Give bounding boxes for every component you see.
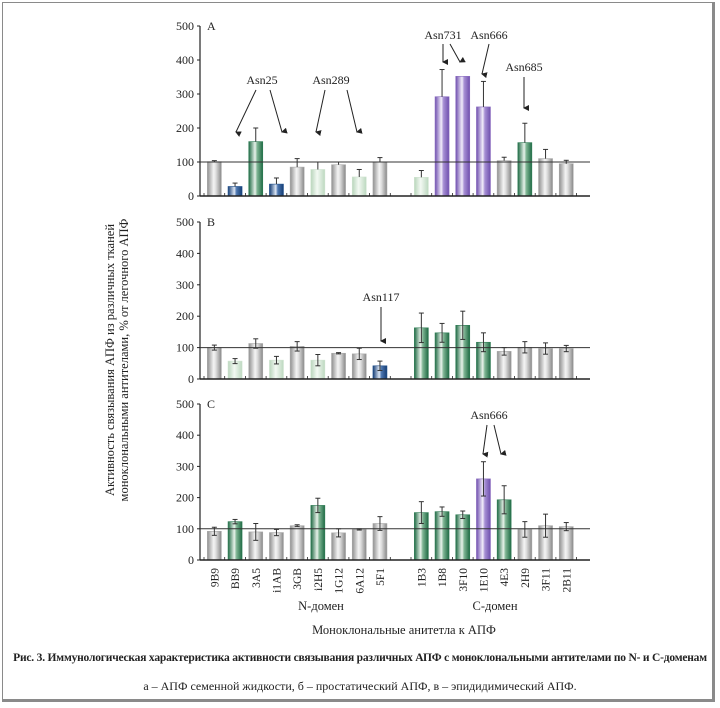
- y-tick-label: 500: [176, 19, 194, 33]
- annotation-label: Asn289: [312, 73, 349, 87]
- bar-4E3: [496, 160, 512, 197]
- y-tick-label: 300: [176, 87, 194, 101]
- x-tick-label-i1AB: i1AB: [271, 568, 283, 593]
- bar-3A5: [248, 343, 264, 380]
- panel-label: C: [207, 397, 215, 411]
- x-tick-label-3F10: 3F10: [458, 568, 470, 592]
- bar-2H9: [517, 142, 533, 197]
- annotation-arrow: [235, 89, 257, 137]
- bar-3A5: [248, 141, 264, 197]
- bar-6A12: [351, 529, 367, 561]
- bar-1G12: [331, 352, 346, 380]
- figure-frame: [2, 2, 715, 702]
- chart-panel-b: 0 100 200 300 400 500 B Asn117: [176, 215, 590, 386]
- chart-panel-a: 0 100 200 300 400 500 A Asn25 Asn289 Asn731 Asn666…: [176, 19, 590, 203]
- bar-2B11: [558, 163, 574, 197]
- y-tick-label: 400: [176, 53, 194, 67]
- annotation-label: Asn117: [363, 290, 400, 304]
- x-tick-label-6A12: 6A12: [354, 568, 366, 594]
- y-tick-label: 100: [176, 341, 194, 355]
- y-tick-label: 300: [176, 459, 194, 473]
- bar-1G12: [331, 164, 346, 197]
- x-tick-label-2H9: 2H9: [520, 568, 532, 588]
- bar-i2H5: [310, 505, 326, 561]
- x-tick-label-3F11: 3F11: [541, 568, 553, 591]
- x-tick-label-1B3: 1B3: [416, 568, 428, 587]
- annotation-label: Asn666: [470, 28, 507, 42]
- x-tick-label-1B8: 1B8: [437, 568, 449, 587]
- y-tick-label: 100: [176, 522, 194, 536]
- bar-2B11: [558, 348, 574, 380]
- annotation-label: Asn666: [470, 408, 507, 422]
- x-tick-label-2B11: 2B11: [561, 568, 573, 593]
- bar-i1AB: [269, 532, 284, 561]
- y-tick-label: 0: [188, 189, 194, 203]
- y-tick-label: 300: [176, 278, 194, 292]
- panel-label: B: [207, 215, 215, 229]
- x-tick-label-4E3: 4E3: [499, 568, 511, 587]
- x-tick-label-1G12: 1G12: [334, 568, 346, 594]
- figure-caption-title: Рис. 3. Иммунологическая характеристика …: [13, 652, 707, 664]
- y-tick-label: 100: [176, 155, 194, 169]
- y-tick-label: 200: [176, 491, 194, 505]
- bar-9B9: [207, 347, 222, 380]
- x-tick-label-5F1: 5F1: [375, 568, 387, 586]
- group-label-c-domain: С-домен: [472, 599, 517, 613]
- bar-3F11: [538, 158, 553, 197]
- group-label-n-domain: N-домен: [298, 599, 344, 613]
- y-tick-label: 0: [188, 553, 194, 567]
- chart-panel-c: 0 100 200 300 400 500 C Asn666 9B9 BB9 3A5 i1AB 3GB i…: [176, 397, 590, 594]
- bar-3GB: [289, 525, 305, 561]
- y-tick-label: 400: [176, 428, 194, 442]
- bar-9B9: [207, 161, 222, 197]
- annotation-arrow: [493, 424, 507, 456]
- annotation-label: Asn685: [505, 60, 542, 74]
- annotation-arrow: [315, 89, 326, 136]
- x-tick-label-BB9: BB9: [230, 568, 242, 589]
- bar-BB9: [227, 186, 243, 197]
- bar-2B11: [558, 526, 574, 561]
- bar-1B8: [434, 511, 450, 561]
- bar-BB9: [227, 521, 243, 561]
- y-tick-label: 200: [176, 121, 194, 135]
- y-tick-label: 200: [176, 309, 194, 323]
- bar-5F1: [372, 161, 388, 197]
- x-axis-label: Моноклональные анитетла к АПФ: [312, 623, 496, 637]
- annotation-arrow: [449, 43, 466, 63]
- figure-caption-legend: а – АПФ семенной жидкости, б – простатич…: [143, 679, 577, 693]
- bar-i1AB: [269, 183, 284, 197]
- bar-1E10: [476, 106, 491, 197]
- bar-1B3: [414, 177, 429, 197]
- y-tick-label: 500: [176, 215, 194, 229]
- y-tick-label: 400: [176, 246, 194, 260]
- x-tick-label-3GB: 3GB: [292, 568, 304, 590]
- y-tick-label: 500: [176, 397, 194, 411]
- bar-chart-figure: 0 100 200 300 400 500 A Asn25 Asn289 Asn731 Asn666…: [176, 19, 590, 637]
- annotation-label: Asn731: [424, 28, 461, 42]
- annotation-arrow: [346, 89, 363, 134]
- bar-3F10: [455, 76, 471, 197]
- annotation-arrow: [482, 424, 489, 458]
- x-tick-label-i2H5: i2H5: [313, 568, 325, 591]
- bar-3GB: [289, 166, 305, 197]
- panel-label: A: [207, 19, 216, 33]
- x-tick-label-3A5: 3A5: [251, 568, 263, 588]
- bar-i2H5: [310, 169, 326, 197]
- x-tick-label-9B9: 9B9: [209, 568, 221, 587]
- bar-3F10: [455, 514, 471, 561]
- bar-6A12: [351, 176, 367, 197]
- x-tick-label-1E10: 1E10: [478, 568, 490, 593]
- annotation-label: Asn25: [246, 73, 277, 87]
- annotation-arrow: [269, 89, 288, 134]
- bar-1B8: [434, 96, 450, 197]
- y-tick-label: 0: [188, 372, 194, 386]
- annotation-arrow: [481, 43, 490, 79]
